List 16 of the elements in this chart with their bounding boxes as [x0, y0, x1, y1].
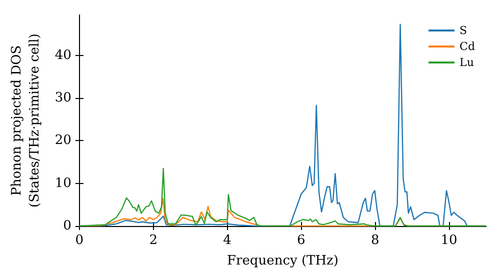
x-tick-label: 6: [297, 233, 306, 248]
y-tick-label: 0: [63, 218, 72, 234]
x-tick-label: 8: [370, 233, 380, 248]
legend-label: Lu: [460, 56, 474, 69]
x-tick-label: 4: [223, 233, 232, 248]
y-tick-label: 10: [54, 176, 72, 191]
x-tick-label: 10: [440, 233, 458, 248]
legend-label: Cd: [460, 40, 476, 53]
legend-label: S: [460, 24, 468, 37]
x-tick-label: 2: [149, 233, 158, 248]
y-tick-label: 20: [54, 133, 72, 148]
y-tick-label: 30: [54, 90, 72, 106]
y-axis-title: Phonon projected DOS (States/THz·primitive cell): [10, 33, 42, 208]
x-tick-label: 0: [75, 233, 84, 248]
x-axis-title: Frequency (THz): [226, 254, 338, 268]
y-tick-label: 40: [54, 48, 72, 63]
